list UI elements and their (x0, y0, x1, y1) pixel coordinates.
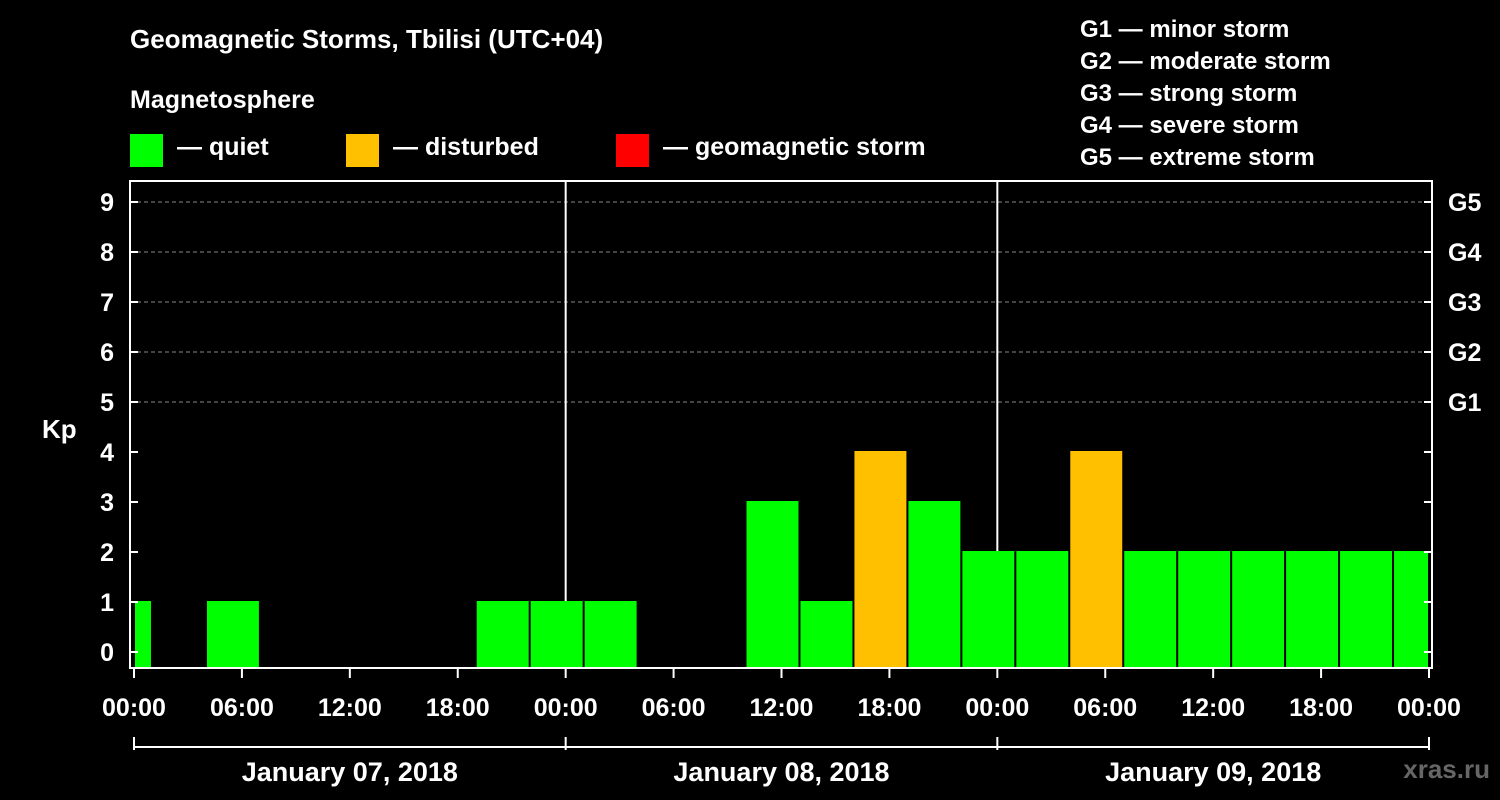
kp-bar-15 (1286, 551, 1339, 667)
kp-bar-5 (746, 501, 799, 667)
y-tick-label: 4 (100, 439, 114, 467)
kp-bar-1 (206, 601, 259, 667)
kp-bar-6 (800, 601, 853, 667)
day-label: January 08, 2018 (673, 757, 889, 787)
right-axis-label-g2: G2 (1448, 339, 1481, 367)
kp-bar-8 (908, 501, 961, 667)
x-tick-label: 18:00 (857, 694, 921, 722)
watermark: xras.ru (1403, 754, 1490, 784)
y-tick-label: 2 (100, 539, 114, 567)
y-tick-label: 1 (100, 589, 114, 617)
kp-bar-2 (476, 601, 529, 667)
x-tick-label: 00:00 (534, 694, 598, 722)
x-tick-label: 00:00 (102, 694, 166, 722)
x-tick-label: 06:00 (642, 694, 706, 722)
legend-swatch-disturbed (346, 134, 379, 167)
legend-swatch-storm (616, 134, 649, 167)
y-tick-label: 6 (100, 339, 114, 367)
legend-label-disturbed: — disturbed (393, 133, 539, 161)
kp-bar-9 (962, 551, 1015, 667)
legend-swatch-quiet (130, 134, 163, 167)
legend-label-quiet: — quiet (177, 133, 269, 161)
kp-bar-16 (1340, 551, 1393, 667)
x-tick-label: 12:00 (1181, 694, 1245, 722)
kp-bar-11 (1070, 451, 1123, 667)
chart-title: Geomagnetic Storms, Tbilisi (UTC+04) (130, 24, 604, 54)
kp-bar-4 (584, 601, 637, 667)
legend-heading: Magnetosphere (130, 86, 315, 114)
day-label: January 09, 2018 (1105, 757, 1321, 787)
legend-label-storm: — geomagnetic storm (663, 133, 926, 161)
x-tick-label: 18:00 (1289, 694, 1353, 722)
y-axis-label: Kp (42, 414, 77, 444)
x-tick-label: 00:00 (965, 694, 1029, 722)
y-tick-label: 0 (100, 639, 114, 667)
kp-bar-13 (1178, 551, 1231, 667)
y-tick-label: 7 (100, 289, 114, 317)
x-tick-label: 12:00 (750, 694, 814, 722)
storm-level-g4: G4 — severe storm (1080, 112, 1299, 139)
kp-bar-10 (1016, 551, 1069, 667)
storm-level-legend: G1 — minor storm G2 — moderate storm G3 … (1080, 14, 1331, 174)
storm-level-g1: G1 — minor storm (1080, 16, 1290, 43)
y-tick-label: 5 (100, 389, 114, 417)
x-tick-label: 06:00 (210, 694, 274, 722)
y-tick-label: 3 (100, 489, 114, 517)
y-tick-label: 9 (100, 189, 114, 217)
right-axis-label-g4: G4 (1448, 239, 1481, 267)
right-axis-label-g5: G5 (1448, 189, 1481, 217)
y-tick-label: 8 (100, 239, 114, 267)
kp-bar-7 (854, 451, 907, 667)
kp-bar-14 (1232, 551, 1285, 667)
kp-bar-12 (1124, 551, 1177, 667)
x-tick-label: 12:00 (318, 694, 382, 722)
kp-bar-3 (530, 601, 583, 667)
kp-bar-0 (135, 601, 151, 667)
x-tick-label: 00:00 (1397, 694, 1461, 722)
storm-level-g3: G3 — strong storm (1080, 80, 1298, 107)
storm-level-g2: G2 — moderate storm (1080, 48, 1331, 75)
x-tick-label: 06:00 (1073, 694, 1137, 722)
kp-bar-17 (1394, 551, 1428, 667)
storm-level-g5: G5 — extreme storm (1080, 144, 1315, 171)
right-axis-label-g1: G1 (1448, 389, 1481, 417)
x-tick-label: 18:00 (426, 694, 490, 722)
day-label: January 07, 2018 (242, 757, 458, 787)
right-axis-label-g3: G3 (1448, 289, 1481, 317)
